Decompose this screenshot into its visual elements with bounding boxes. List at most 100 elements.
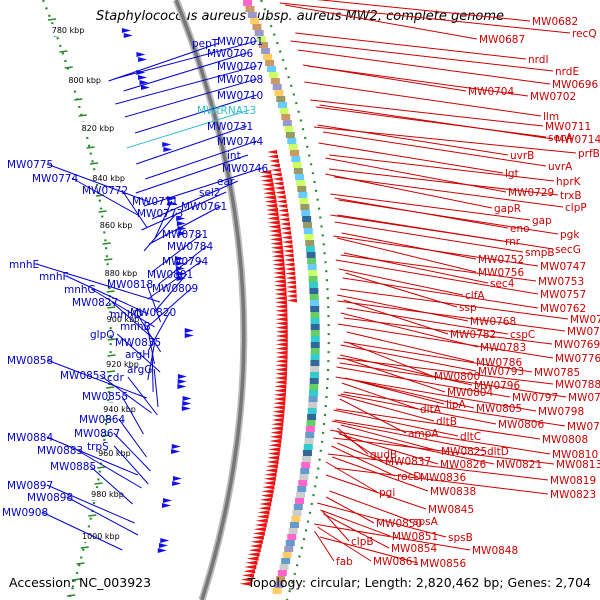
topology-text: Topology: circular; Length: 2,820,462 bp… [247, 575, 591, 590]
category-band-segment [310, 366, 320, 372]
reverse-gene-arrow [275, 325, 288, 330]
scale-label-bg [89, 488, 136, 500]
reverse-gene-arrow [271, 422, 284, 427]
reverse-gene-arrow [286, 298, 297, 303]
category-band-segment [282, 552, 292, 558]
reverse-gene-arrow [262, 186, 275, 192]
reverse-gene-arrow [270, 430, 283, 435]
right-gene-label: MW0763 [570, 314, 600, 326]
reverse-gene-arrow [250, 539, 263, 544]
category-band-segment [263, 54, 273, 60]
category-band-segment [267, 66, 277, 72]
category-band-segment [306, 420, 316, 426]
left-gene-label: MW0835 [115, 337, 161, 349]
reverse-gene-arrow [274, 291, 287, 297]
left-gene-label: cdr [107, 372, 124, 384]
category-band-segment [296, 492, 306, 498]
category-band-segment [310, 306, 320, 312]
right-gene-label: ssp [459, 302, 477, 314]
scale-minor-tick [78, 114, 87, 117]
scale-label: 860 kbp [100, 221, 133, 230]
scale-label: 820 kbp [82, 124, 115, 133]
right-gene-label: rnr [505, 236, 521, 248]
category-band-segment [309, 300, 319, 306]
right-gene-label: gudB [370, 449, 397, 461]
left-leader-line [46, 484, 135, 524]
reverse-gene-arrow [275, 333, 288, 339]
category-band-segment [309, 288, 319, 294]
right-leader-line [318, 142, 504, 174]
forward-gene-arrow [175, 261, 185, 266]
right-leader-line [342, 357, 446, 393]
category-band-segment [305, 426, 315, 432]
reverse-gene-arrow [275, 308, 288, 313]
reverse-gene-arrow [272, 258, 285, 263]
left-leader-line [113, 445, 149, 485]
reverse-gene-arrow [274, 371, 287, 376]
forward-gene-arrow [167, 196, 177, 201]
right-gene-label: MW0704 [468, 86, 514, 98]
right-leader-line [334, 176, 564, 208]
right-leader-line [335, 259, 539, 295]
reverse-gene-arrow [259, 501, 272, 507]
forward-gene-arrow [172, 476, 182, 481]
left-gene-label: mnhG [64, 284, 96, 296]
left-leader-line [147, 341, 156, 381]
right-leader-line [338, 199, 559, 235]
right-leader-line [340, 393, 497, 425]
category-band-segment [291, 516, 301, 522]
right-gene-label: spsB [448, 532, 473, 544]
category-band-segment [310, 354, 320, 360]
scale-label: 920 kbp [106, 360, 139, 369]
scale-label-bg [66, 74, 113, 86]
category-band-segment [302, 222, 312, 228]
category-band-segment [302, 216, 312, 222]
category-band-segment [310, 312, 320, 318]
reverse-gene-arrow [273, 279, 286, 284]
scale-label-bg [90, 172, 137, 184]
category-band-segment [252, 24, 262, 30]
right-gene-label: secA [548, 132, 574, 144]
right-leader-line [325, 496, 375, 524]
scale-label: 1000 kbp [82, 532, 120, 541]
reverse-gene-arrow [264, 472, 277, 477]
reverse-gene-arrow [285, 276, 296, 280]
left-gene-label: MW0883 [37, 445, 83, 457]
category-band-segment [290, 150, 300, 156]
reverse-gene-arrow [274, 384, 287, 389]
right-leader-line [337, 394, 435, 422]
forward-gene-arrow [177, 384, 187, 389]
reverse-gene-arrow [260, 178, 273, 183]
right-gene-label: MW0819 [550, 475, 596, 487]
reverse-gene-arrow [274, 300, 287, 305]
right-gene-label: MW0765 [567, 326, 600, 338]
reverse-gene-arrow [275, 317, 288, 322]
category-band-segment [289, 522, 299, 528]
reverse-gene-arrow [268, 228, 281, 234]
left-gene-label: MW0908 [2, 507, 48, 519]
right-gene-label: MW0861 [373, 556, 419, 568]
right-gene-label: MW0805 [476, 403, 522, 415]
category-band-segment [305, 432, 315, 438]
forward-gene-arrow [137, 75, 147, 80]
scale-label-bg [104, 313, 151, 325]
reverse-gene-arrow [269, 434, 282, 439]
right-leader-line [328, 168, 559, 196]
left-leader-line [141, 191, 227, 231]
reverse-gene-arrow [286, 285, 297, 289]
left-gene-label: pepT [192, 38, 219, 50]
left-leader-line [121, 395, 144, 435]
left-leader-line [76, 449, 142, 489]
scale-minor-tick [88, 514, 97, 517]
left-gene-label: sel2 [199, 187, 221, 199]
reverse-gene-arrow [275, 304, 288, 309]
right-gene-label: lipA [446, 399, 466, 411]
reverse-gene-arrow [271, 249, 284, 255]
category-band-segment [281, 114, 291, 120]
left-gene-label: MW0775 [7, 159, 53, 171]
left-leader-line [146, 283, 162, 323]
right-gene-label: MW0756 [478, 267, 524, 279]
scale-tick-11: 980 kbp [89, 488, 136, 500]
scale-label-bg [79, 530, 126, 542]
